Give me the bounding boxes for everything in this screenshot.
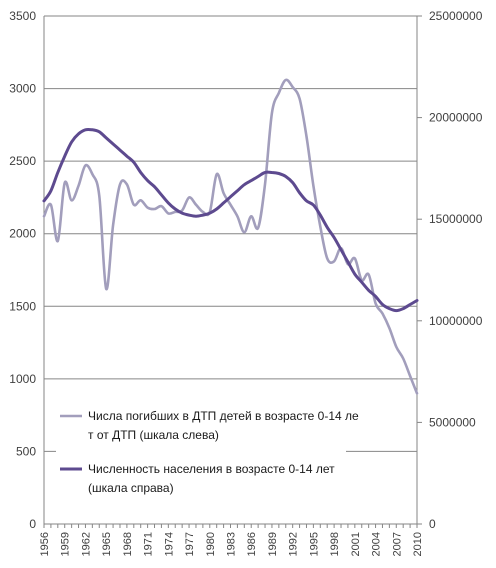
x-tick-label: 1986	[246, 532, 258, 556]
legend-label-line: (шкала справа)	[88, 481, 174, 495]
x-tick-label: 1968	[122, 532, 134, 556]
x-tick-label: 1974	[163, 532, 175, 556]
legend-label-line: Численность населения в возрасте 0-14 ле…	[88, 462, 335, 476]
x-tick-label: 1989	[267, 532, 279, 556]
x-tick-label: 2001	[350, 532, 362, 556]
series-lines	[42, 78, 419, 395]
x-tick-label: 1992	[288, 532, 300, 556]
left-tick-label: 0	[29, 517, 36, 531]
left-axis-tick-labels: 0 500 1000 1500 2000 2500 3000 3500	[9, 9, 36, 531]
x-tick-label: 2010	[412, 532, 424, 556]
x-tick-label: 2004	[371, 532, 383, 556]
left-tick-label: 1500	[9, 299, 36, 313]
right-tick-label: 15000000	[429, 212, 483, 226]
x-tick-label: 2007	[391, 532, 403, 556]
legend: Числа погибших в ДТП детей в возрасте 0-…	[56, 400, 359, 500]
x-tick-label: 1962	[80, 532, 92, 556]
right-tick-label: 10000000	[429, 314, 483, 328]
right-tick-label: 5000000	[429, 415, 476, 429]
x-tick-label: 1983	[226, 532, 238, 556]
population-series-line	[42, 127, 419, 313]
x-tick-label: 1959	[60, 532, 72, 556]
x-tick-label: 1956	[39, 532, 51, 556]
legend-entry-population-label: Численность населения в возрасте 0-14 ле…	[88, 462, 335, 495]
left-tick-label: 3500	[9, 9, 36, 23]
deaths-series-line	[42, 78, 419, 395]
x-tick-label: 1977	[184, 532, 196, 556]
x-tick-label: 1980	[205, 532, 217, 556]
right-axis-tick-labels: 0 5000000 10000000 15000000 20000000 25000000	[429, 9, 483, 531]
x-tick-label: 1995	[308, 532, 320, 556]
right-tick-label: 20000000	[429, 111, 483, 125]
right-tick-label: 25000000	[429, 9, 483, 23]
right-tick-label: 0	[429, 517, 436, 531]
legend-entry-deaths-label: Числа погибших в ДТП детей в возрасте 0-…	[88, 409, 359, 442]
x-tick-label: 1998	[329, 532, 341, 556]
legend-label-line: т от ДТП (шкала слева)	[88, 428, 219, 442]
x-tick-label: 1965	[101, 532, 113, 556]
legend-label-line: Числа погибших в ДТП детей в возрасте 0-…	[88, 409, 359, 423]
left-tick-label: 2000	[9, 227, 36, 241]
x-axis-tick-labels: 1956 1959 1962 1965 1968 1971 1974 1977 1980 1983…	[39, 532, 424, 556]
left-tick-label: 2500	[9, 154, 36, 168]
legend-background	[56, 400, 346, 500]
gridlines	[43, 15, 422, 528]
x-tick-label: 1971	[143, 532, 155, 556]
left-tick-label: 500	[16, 444, 36, 458]
left-tick-label: 1000	[9, 372, 36, 386]
left-tick-label: 3000	[9, 82, 36, 96]
